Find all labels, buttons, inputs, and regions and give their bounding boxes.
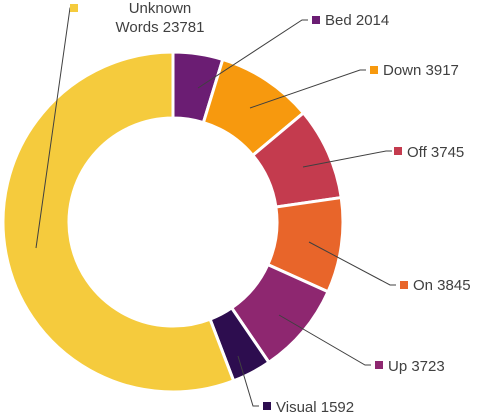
label-marker-down <box>370 66 378 74</box>
slices-group <box>1 50 345 394</box>
label-up: Up 3723 <box>388 358 445 375</box>
label-marker-on <box>400 281 408 289</box>
leader-line-down <box>249 69 366 109</box>
label-marker-unknown-words <box>70 4 78 12</box>
leader-line-off <box>302 150 392 168</box>
leader-lines-group <box>35 7 396 407</box>
leader-line-visual <box>237 355 259 407</box>
label-on: On 3845 <box>413 277 471 294</box>
leader-line-on <box>308 241 396 286</box>
slice-unknown-words <box>1 50 236 394</box>
label-down: Down 3917 <box>383 62 459 79</box>
label-off: Off 3745 <box>407 144 464 161</box>
label-marker-visual <box>263 402 271 410</box>
leader-line-up <box>278 314 371 366</box>
label-bed: Bed 2014 <box>325 12 389 29</box>
label-visual: Visual 1592 <box>276 399 354 416</box>
label-unknown-words-line-1: Unknown <box>129 0 192 17</box>
label-marker-off <box>394 147 402 155</box>
leader-line-bed <box>197 19 308 89</box>
label-marker-bed <box>312 16 320 24</box>
label-unknown-words-line-2: Words 23781 <box>116 19 205 36</box>
labels-group: Bed 2014 Down 3917 Off 3745 On 3845 Up 3723 V… <box>70 0 471 416</box>
label-marker-up <box>375 361 383 369</box>
